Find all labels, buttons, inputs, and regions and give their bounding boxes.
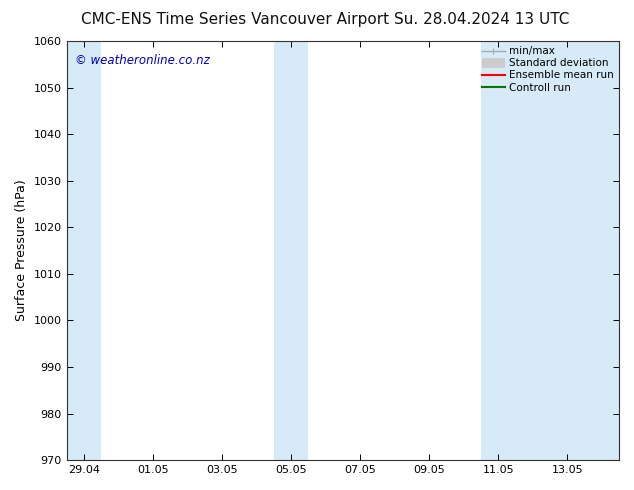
- Bar: [481, 41, 619, 460]
- Text: CMC-ENS Time Series Vancouver Airport: CMC-ENS Time Series Vancouver Airport: [81, 12, 389, 27]
- Text: © weatheronline.co.nz: © weatheronline.co.nz: [75, 53, 210, 67]
- Bar: [274, 41, 308, 460]
- Legend: min/max, Standard deviation, Ensemble mean run, Controll run: min/max, Standard deviation, Ensemble me…: [480, 44, 616, 95]
- Y-axis label: Surface Pressure (hPa): Surface Pressure (hPa): [15, 180, 28, 321]
- Text: Su. 28.04.2024 13 UTC: Su. 28.04.2024 13 UTC: [394, 12, 569, 27]
- Bar: [67, 41, 101, 460]
